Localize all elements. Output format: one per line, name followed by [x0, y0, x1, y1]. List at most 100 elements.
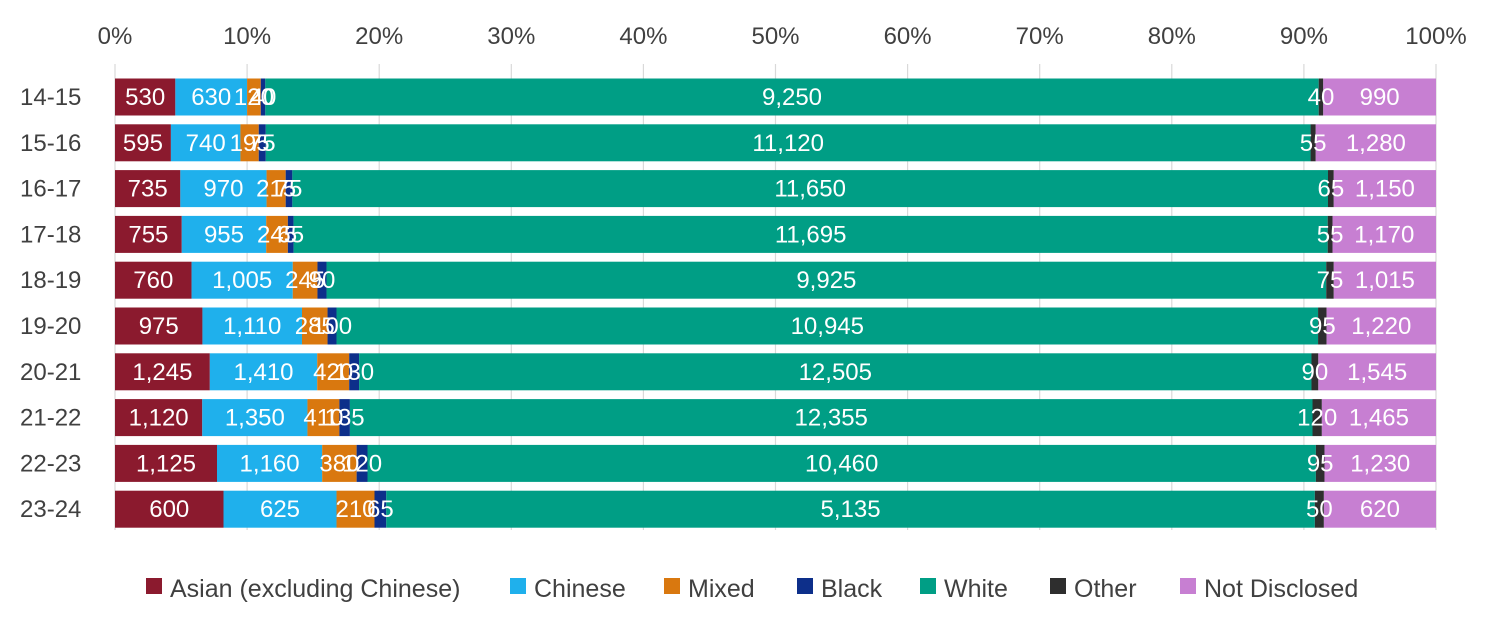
y-category-label: 15-16 — [20, 130, 81, 157]
y-category-label: 21-22 — [20, 405, 81, 432]
bar-segment — [293, 215, 1328, 253]
bar-segment — [266, 170, 286, 208]
bar-segment — [1318, 78, 1324, 116]
data-label: 65 — [277, 221, 304, 248]
legend-swatch — [920, 578, 936, 594]
legend-label: Black — [821, 575, 883, 603]
legend-item: Not Disclosed — [1180, 575, 1358, 603]
bar-segment — [266, 215, 288, 253]
legend-label: Not Disclosed — [1204, 575, 1358, 603]
data-label: 100 — [312, 313, 352, 340]
bar-segment — [115, 353, 210, 391]
data-label: 90 — [309, 267, 336, 294]
bar-segment — [247, 78, 261, 116]
bar-segment — [1311, 353, 1319, 391]
data-label: 1,350 — [225, 405, 285, 432]
legend-label: White — [944, 575, 1008, 603]
x-tick-label: 80% — [1148, 23, 1196, 50]
bar-segment — [1323, 78, 1436, 116]
bar-segment — [170, 124, 241, 162]
bar-segment — [1326, 261, 1334, 299]
data-label: 40 — [250, 84, 277, 111]
x-tick-label: 60% — [884, 23, 932, 50]
bar-segment — [292, 170, 1328, 208]
y-category-label: 19-20 — [20, 313, 81, 340]
y-category-label: 23-24 — [20, 496, 81, 523]
bar-segment — [209, 353, 318, 391]
bar-segment — [258, 124, 266, 162]
data-label: 135 — [325, 405, 365, 432]
legend-swatch — [146, 578, 162, 594]
legend-item: Mixed — [664, 575, 755, 603]
data-label: 1,120 — [129, 405, 189, 432]
bar-segment — [115, 170, 181, 208]
data-label: 215 — [256, 176, 296, 203]
x-tick-label: 30% — [487, 23, 535, 50]
y-category-label: 14-15 — [20, 84, 81, 111]
bar-segment — [1332, 215, 1436, 253]
data-label: 245 — [285, 267, 325, 294]
legend-item: White — [920, 575, 1008, 603]
data-label: 11,120 — [752, 130, 824, 157]
bar-segment — [202, 399, 308, 437]
bar-segment — [317, 353, 350, 391]
x-tick-label: 70% — [1016, 23, 1064, 50]
data-label: 530 — [125, 84, 165, 111]
bar-segment — [1318, 307, 1327, 345]
legend-swatch — [664, 578, 680, 594]
data-label: 285 — [295, 313, 335, 340]
bars — [115, 78, 1436, 528]
data-label: 1,170 — [1354, 221, 1414, 248]
data-label: 1,410 — [233, 359, 293, 386]
data-label: 130 — [334, 359, 374, 386]
bar-segment — [180, 170, 267, 208]
data-label: 75 — [1317, 267, 1344, 294]
bar-segment — [115, 490, 224, 528]
data-label: 410 — [303, 405, 343, 432]
data-label: 9,250 — [762, 84, 822, 111]
bar-segment — [1323, 490, 1436, 528]
data-label: 65 — [367, 496, 394, 523]
bar-segment — [1314, 490, 1324, 528]
data-label: 755 — [128, 221, 168, 248]
data-label: 955 — [204, 221, 244, 248]
bar-segment — [115, 215, 182, 253]
data-label: 65 — [1318, 176, 1345, 203]
data-label: 1,160 — [240, 450, 300, 477]
data-label: 760 — [133, 267, 173, 294]
bar-segment — [223, 490, 337, 528]
data-label: 1,230 — [1350, 450, 1410, 477]
data-label: 210 — [335, 496, 375, 523]
bar-segment — [115, 261, 192, 299]
legend-label: Chinese — [534, 575, 626, 603]
bar-segment — [181, 215, 267, 253]
data-label: 11,650 — [774, 176, 846, 203]
bar-segment — [260, 78, 266, 116]
legend-swatch — [510, 578, 526, 594]
data-label: 1,125 — [136, 450, 196, 477]
data-label: 55 — [1317, 221, 1344, 248]
data-label: 1,220 — [1351, 313, 1411, 340]
bar-segment — [115, 307, 203, 345]
x-tick-label: 90% — [1280, 23, 1328, 50]
bar-segment — [1327, 170, 1334, 208]
bar-segment — [115, 78, 176, 116]
data-label: 245 — [257, 221, 297, 248]
bar-segment — [339, 399, 350, 437]
bar-segment — [265, 78, 1319, 116]
bar-segment — [307, 399, 340, 437]
legend-label: Mixed — [688, 575, 755, 603]
legend-swatch — [1050, 578, 1066, 594]
data-label: 50 — [1306, 496, 1333, 523]
bar-segment — [301, 307, 328, 345]
bar-segment — [1324, 444, 1436, 482]
bar-segment — [191, 261, 293, 299]
data-label: 740 — [186, 130, 226, 157]
data-label: 12,505 — [799, 359, 872, 386]
bar-segment — [285, 170, 293, 208]
legend: Asian (excluding Chinese) Chinese Mixed Bla… — [146, 575, 1358, 603]
bar-segment — [326, 261, 1327, 299]
data-label: 625 — [260, 496, 300, 523]
data-label: 420 — [313, 359, 353, 386]
